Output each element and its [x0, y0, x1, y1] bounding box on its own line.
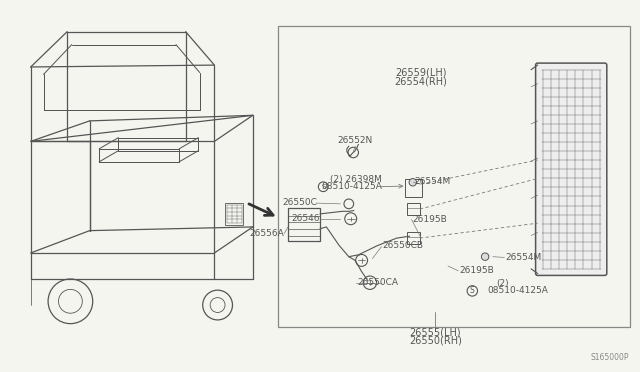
Text: 26556A: 26556A [250, 229, 284, 238]
Bar [405, 179, 422, 197]
Text: 26550(RH): 26550(RH) [409, 336, 461, 345]
Bar [288, 208, 320, 241]
Circle shape [409, 179, 417, 186]
Bar [407, 232, 420, 244]
Circle shape [481, 253, 489, 260]
Bar [407, 203, 420, 215]
Bar [278, 26, 630, 327]
Text: S: S [470, 286, 475, 295]
Text: 26546: 26546 [291, 214, 320, 223]
Text: 08510-4125A: 08510-4125A [488, 286, 548, 295]
Text: 26554M: 26554M [415, 177, 451, 186]
Text: 26195B: 26195B [413, 215, 447, 224]
Text: S165000P: S165000P [591, 353, 629, 362]
FancyBboxPatch shape [536, 63, 607, 275]
Text: 26195B: 26195B [460, 266, 494, 275]
Text: 08510-4125A: 08510-4125A [321, 182, 382, 191]
Bar [225, 203, 243, 225]
Text: 26554M: 26554M [506, 253, 542, 262]
Text: (2): (2) [496, 279, 509, 288]
Text: 26550CB: 26550CB [383, 241, 424, 250]
Text: 26550C: 26550C [283, 198, 317, 207]
Text: (2) 26398M: (2) 26398M [330, 175, 382, 184]
Text: 26559(LH): 26559(LH) [396, 68, 447, 78]
Text: 26554(RH): 26554(RH) [395, 76, 447, 86]
Text: S: S [321, 184, 325, 190]
Text: 26550CA: 26550CA [357, 278, 398, 287]
Text: 26552N: 26552N [337, 136, 373, 145]
Text: 26555(LH): 26555(LH) [410, 327, 461, 337]
